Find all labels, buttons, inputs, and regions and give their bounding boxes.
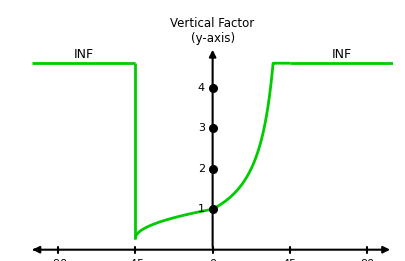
Text: 45: 45	[283, 259, 297, 261]
Text: 1: 1	[198, 204, 205, 214]
Text: INF: INF	[74, 48, 94, 61]
Text: Vertical Factor
(y-axis): Vertical Factor (y-axis)	[171, 17, 255, 45]
Text: 3: 3	[198, 123, 205, 133]
Text: 90: 90	[360, 259, 374, 261]
Text: 2: 2	[198, 164, 205, 174]
Text: 0: 0	[209, 259, 216, 261]
Text: 4: 4	[198, 82, 205, 92]
Text: -90: -90	[49, 259, 67, 261]
Text: INF: INF	[331, 48, 352, 61]
Text: -45: -45	[126, 259, 145, 261]
